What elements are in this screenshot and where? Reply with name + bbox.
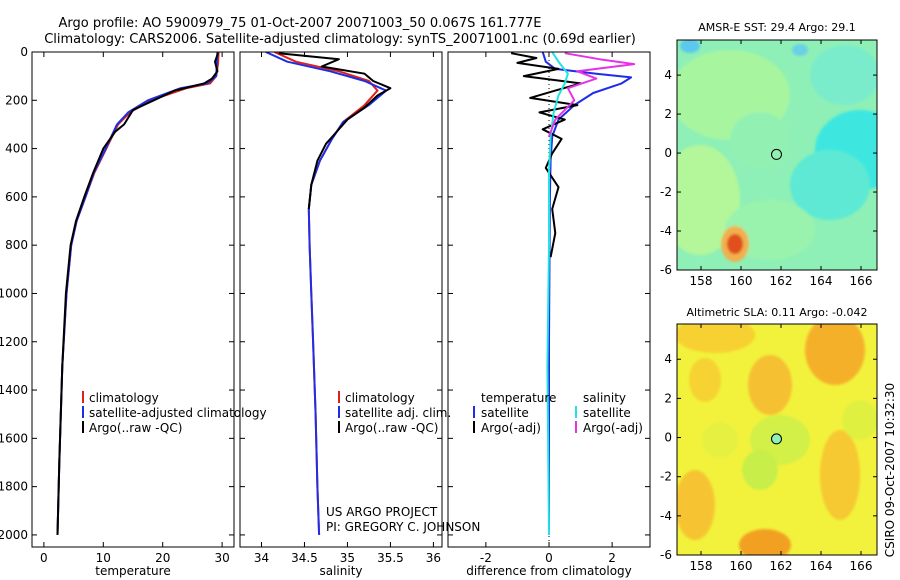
y-tick-label: 1200 bbox=[0, 335, 28, 349]
legend-label-sal-argo: Argo(-adj) bbox=[583, 421, 643, 435]
series-line-argo bbox=[510, 52, 582, 258]
y-tick-label: 400 bbox=[5, 142, 28, 156]
map-x-tick-label: 162 bbox=[770, 559, 793, 573]
y-tick-label: 600 bbox=[5, 190, 28, 204]
y-tick-label: 2000 bbox=[0, 528, 28, 542]
series-line-satellite bbox=[56, 52, 219, 535]
plot-frame bbox=[31, 51, 235, 548]
sla-map-title: Altimetric SLA: 0.11 Argo: -0.042 bbox=[687, 306, 868, 319]
sst-field-patches bbox=[677, 40, 877, 262]
x-tick-label: -2 bbox=[480, 551, 492, 565]
map-y-tick-label: 0 bbox=[664, 431, 672, 445]
legend-header-temperature: temperature bbox=[481, 391, 556, 405]
salinity-profile-panel: 34 34.5 35 35.5 36 salinity bbox=[239, 51, 443, 578]
y-tick-label: 0 bbox=[20, 45, 28, 59]
legend-label-satellite: satellite adj. clim. bbox=[345, 406, 451, 420]
x-tick-label: 20 bbox=[155, 551, 170, 565]
map-y-tick-label: 2 bbox=[664, 107, 672, 121]
sla-map: 158 160 162 164 166 4 2 0 -2 -4 -6 bbox=[660, 323, 878, 573]
map-x-tick-label: 160 bbox=[730, 559, 753, 573]
figure-title-line1: Argo profile: AO 5900979_75 01-Oct-2007 … bbox=[59, 16, 542, 31]
map-x-tick-label: 164 bbox=[810, 559, 833, 573]
legend-label-argo: Argo(..raw -QC) bbox=[89, 421, 182, 435]
x-tick-label: 2 bbox=[608, 551, 616, 565]
legend-label-temp-satellite: satellite bbox=[481, 406, 529, 420]
y-tick-label: 800 bbox=[5, 238, 28, 252]
x-tick-label: 34 bbox=[254, 551, 269, 565]
credit-timestamp: CSIRO 09-Oct-2007 10:32:30 bbox=[883, 383, 897, 557]
x-axis-label: salinity bbox=[319, 564, 362, 578]
x-tick-label: 0 bbox=[545, 551, 553, 565]
map-x-tick-label: 166 bbox=[850, 274, 873, 288]
map-y-tick-label: -6 bbox=[660, 263, 672, 277]
series-line-climatology bbox=[273, 52, 379, 535]
map-y-tick-label: -4 bbox=[660, 224, 672, 238]
map-x-tick-label: 164 bbox=[810, 274, 833, 288]
map-y-tick-label: -4 bbox=[660, 509, 672, 523]
series-line-sat_salinity bbox=[546, 52, 569, 535]
legend-header-salinity: salinity bbox=[583, 391, 626, 405]
x-axis-label: difference from climatology bbox=[466, 564, 632, 578]
x-axis-label: temperature bbox=[95, 564, 170, 578]
map-y-tick-label: 0 bbox=[664, 146, 672, 160]
figure-title-line2: Climatology: CARS2006. Satellite-adjuste… bbox=[44, 32, 636, 47]
x-tick-label: 36 bbox=[426, 551, 441, 565]
sst-map-title: AMSR-E SST: 29.4 Argo: 29.1 bbox=[698, 21, 856, 34]
profile-lines bbox=[510, 52, 636, 535]
series-line-argo bbox=[56, 52, 219, 535]
map-x-tick-label: 160 bbox=[730, 274, 753, 288]
sst-map-frame bbox=[676, 39, 878, 271]
map-y-tick-label: -6 bbox=[660, 548, 672, 562]
legend-label-satellite: satellite-adjusted climatology bbox=[89, 406, 267, 420]
legend-label-climatology: climatology bbox=[345, 391, 415, 405]
map-x-tick-label: 158 bbox=[690, 274, 713, 288]
argo-location-marker bbox=[771, 433, 782, 445]
map-y-tick-label: -2 bbox=[660, 185, 672, 199]
sla-map-frame bbox=[676, 323, 878, 556]
x-tick-label: 35 bbox=[340, 551, 355, 565]
y-tick-label: 1000 bbox=[0, 286, 28, 300]
series-line-argo_salinity bbox=[548, 52, 636, 137]
y-tick-label: 1800 bbox=[0, 480, 28, 494]
series-line-climatology bbox=[56, 52, 220, 535]
x-tick-label: 0 bbox=[40, 551, 48, 565]
map-x-tick-label: 162 bbox=[770, 274, 793, 288]
map-y-tick-label: -2 bbox=[660, 470, 672, 484]
map-y-tick-label: 2 bbox=[664, 391, 672, 405]
y-tick-label: 200 bbox=[5, 93, 28, 107]
plot-frame bbox=[239, 51, 443, 548]
map-y-tick-label: 4 bbox=[664, 352, 672, 366]
sst-map-axes: 158 160 162 164 166 4 2 0 -2 -4 -6 bbox=[660, 40, 877, 288]
footer-project: US ARGO PROJECT bbox=[326, 505, 438, 519]
salinity-legend: climatology satellite adj. clim. Argo(..… bbox=[338, 391, 451, 435]
sla-map-axes: 158 160 162 164 166 4 2 0 -2 -4 -6 bbox=[660, 324, 877, 573]
y-tick-label: 1600 bbox=[0, 431, 28, 445]
map-x-tick-label: 158 bbox=[690, 559, 713, 573]
temperature-legend: climatology satellite-adjusted climatolo… bbox=[82, 391, 267, 435]
x-tick-label: 35.5 bbox=[377, 551, 404, 565]
series-line-argo bbox=[278, 52, 392, 210]
argo-location-marker bbox=[771, 148, 782, 160]
map-y-tick-label: 4 bbox=[664, 68, 672, 82]
sst-map: 158 160 162 164 166 4 2 0 -2 -4 -6 bbox=[660, 39, 878, 288]
footer-pi: PI: GREGORY C. JOHNSON bbox=[326, 520, 480, 534]
series-line-satellite bbox=[265, 52, 388, 535]
x-tick-label: 10 bbox=[96, 551, 111, 565]
legend-label-climatology: climatology bbox=[89, 391, 159, 405]
map-x-tick-label: 166 bbox=[850, 559, 873, 573]
legend-label-temp-argo: Argo(-adj) bbox=[481, 421, 541, 435]
sla-field-patches bbox=[677, 324, 877, 555]
x-tick-label: 34.5 bbox=[291, 551, 318, 565]
y-tick-label: 1400 bbox=[0, 383, 28, 397]
x-tick-label: 30 bbox=[214, 551, 229, 565]
difference-legend: temperature salinity satellite Argo(-adj… bbox=[473, 391, 643, 435]
legend-label-argo: Argo(..raw -QC) bbox=[345, 421, 438, 435]
profile-lines bbox=[265, 52, 392, 535]
temperature-profile-panel: 0 10 20 30 0 200 400 600 800 1000 1200 1400 1600 1800… bbox=[0, 45, 235, 578]
legend-label-sal-satellite: satellite bbox=[583, 406, 631, 420]
profile-lines bbox=[56, 52, 220, 535]
